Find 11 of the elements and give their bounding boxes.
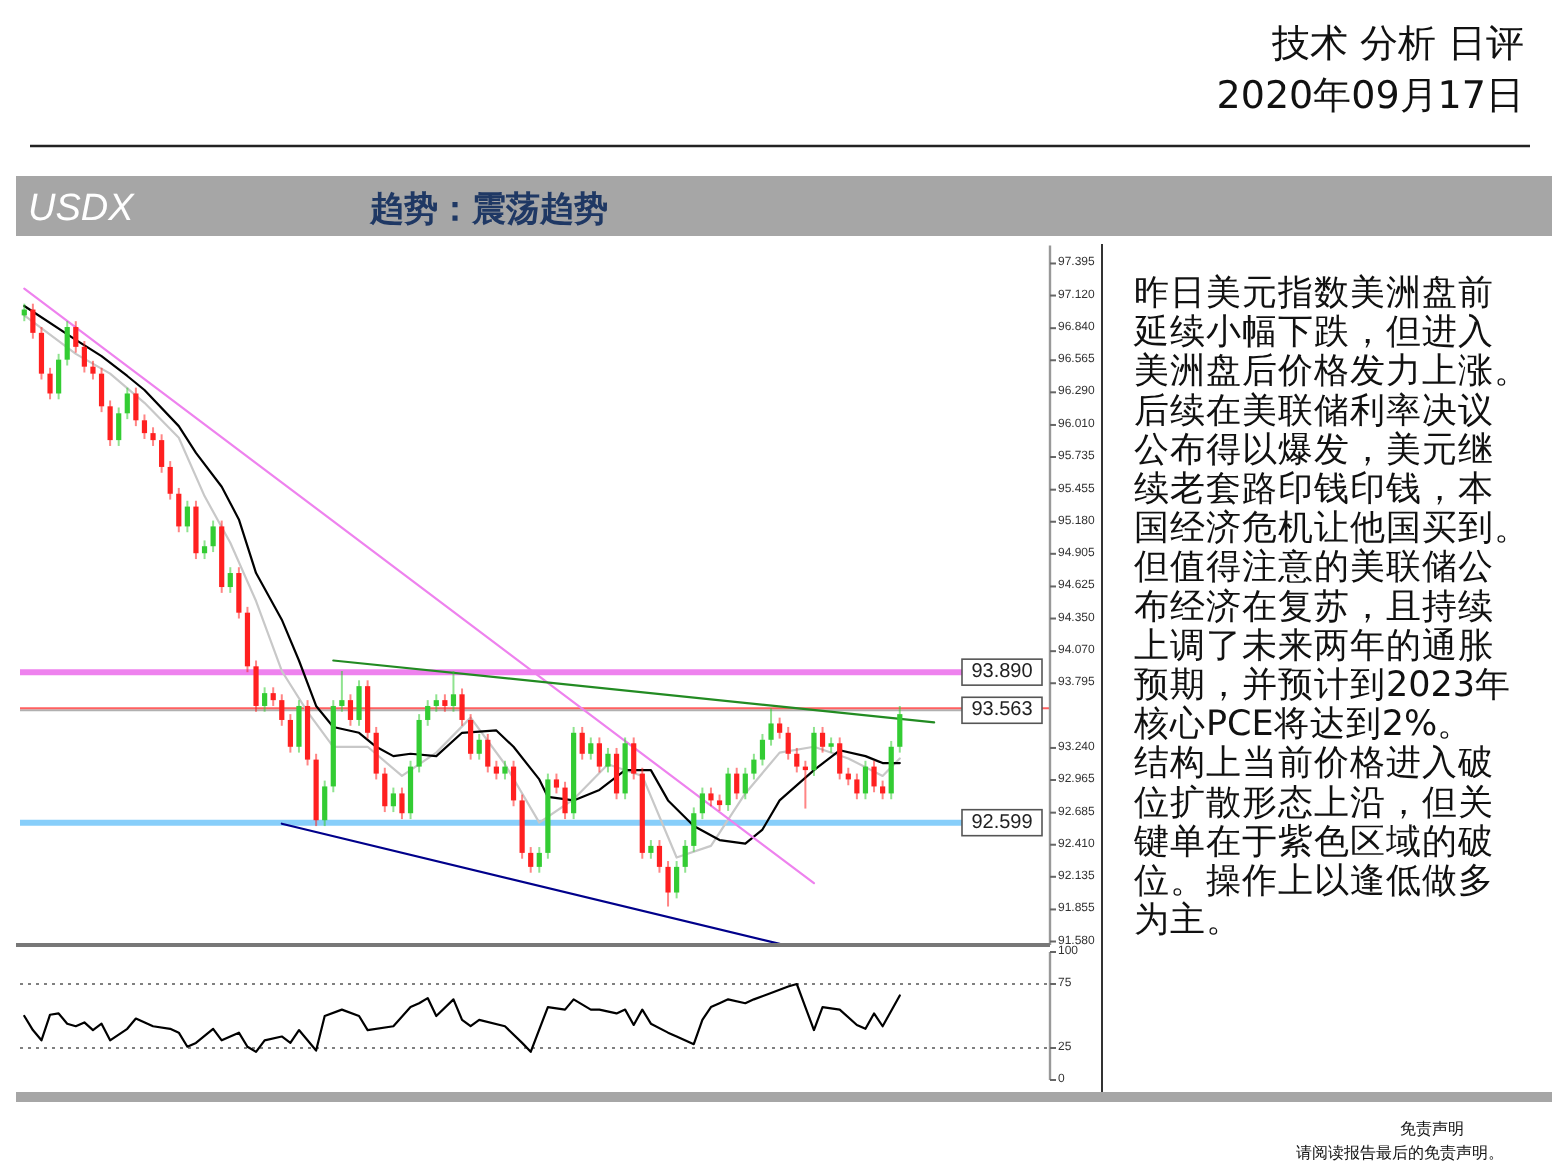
ref-line-label: 93.890 [971,661,1034,684]
ref-line-label: 93.563 [971,699,1034,722]
chart-subtitle: 趋势：震荡趋势 [368,190,608,230]
text: 免责声明 [1400,1120,1464,1138]
ref-line-label: 92.599 [971,811,1034,834]
text: 技术 分析 日评 [1269,22,1524,66]
text: 2020年09月17日 [1216,74,1524,118]
chart-title: USDX [28,188,137,230]
text: 昨日美元指数美洲盘前延续小幅下跌，但进入美洲盘后价格发力上涨。后续在美联储利率决议公布得以爆发，美元继续老套路印钱印钱，本国经济危机让他国买到。但值得注意的美联储公布经济在复苏，且持续上调了未来两年的通胀预期，并预计到2023年核心PCE将达到2%。结构上当前价格进入破位扩散形态上沿，但关键单在于紫色区域的破位。操作上以逢低做多为主。 [1134,274,1530,942]
text: 请阅读报告最后的免责声明。 [1296,1144,1504,1162]
line-series [23,982,901,1053]
